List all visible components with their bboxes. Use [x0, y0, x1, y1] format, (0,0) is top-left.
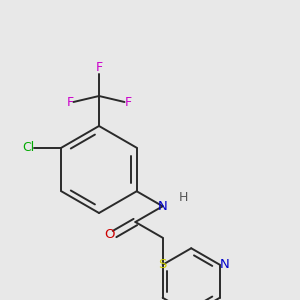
Text: F: F [95, 61, 103, 74]
Text: N: N [158, 200, 167, 213]
Text: N: N [220, 258, 230, 271]
Text: S: S [158, 258, 167, 271]
Text: H: H [179, 191, 188, 204]
Text: F: F [124, 95, 132, 109]
Text: O: O [104, 227, 115, 241]
Text: F: F [66, 95, 74, 109]
Text: Cl: Cl [22, 141, 34, 154]
